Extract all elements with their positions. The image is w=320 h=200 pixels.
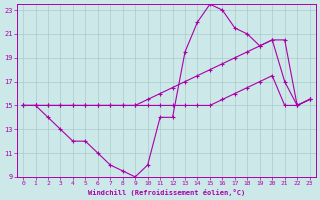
X-axis label: Windchill (Refroidissement éolien,°C): Windchill (Refroidissement éolien,°C) [88,189,245,196]
